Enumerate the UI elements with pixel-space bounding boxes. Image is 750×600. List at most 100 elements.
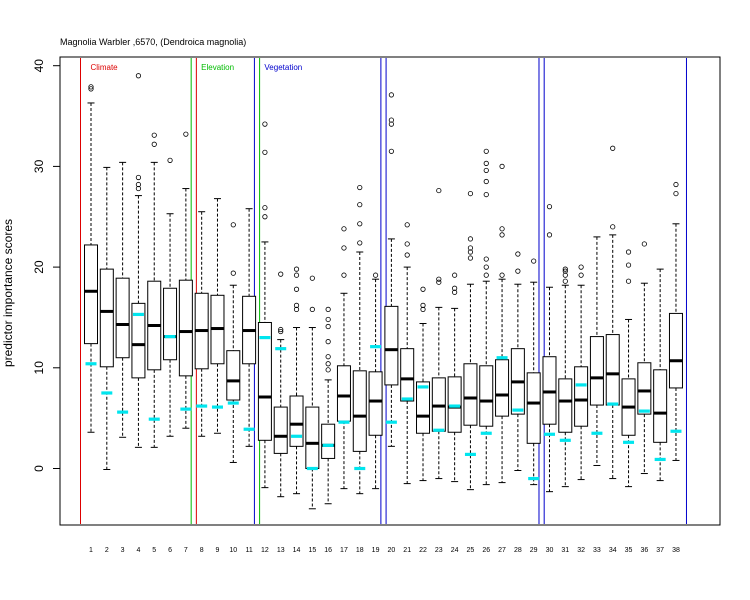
iqr-box	[226, 350, 241, 401]
outlier-point	[483, 191, 489, 198]
outlier-point	[230, 222, 236, 228]
outlier-point	[167, 157, 173, 163]
outlier-point	[546, 204, 553, 210]
group-label: Climate	[91, 63, 119, 72]
outlier-point	[420, 286, 426, 292]
outlier-point	[436, 187, 442, 194]
x-tick-label: 26	[482, 547, 490, 554]
x-tick-label: 1	[89, 547, 93, 554]
iqr-box	[178, 279, 193, 377]
iqr-box	[131, 302, 146, 379]
outlier-point	[262, 205, 268, 211]
box-32	[574, 264, 589, 481]
iqr-box	[84, 244, 98, 345]
y-tick-label: 20	[32, 260, 46, 274]
box-29	[526, 258, 541, 486]
outlier-point	[183, 131, 189, 137]
outlier-point	[88, 86, 94, 92]
box-4	[131, 73, 146, 448]
box-13	[273, 271, 288, 498]
outlier-point	[135, 181, 142, 188]
iqr-box	[400, 348, 415, 402]
box-1	[84, 84, 98, 433]
outlier-point	[452, 272, 458, 278]
x-tick-label: 13	[277, 547, 285, 554]
iqr-box	[637, 362, 652, 415]
iqr-box	[257, 321, 272, 441]
outlier-point	[151, 141, 157, 147]
x-tick-label: 24	[451, 547, 459, 554]
x-tick-label: 7	[184, 547, 188, 554]
y-tick-label: 30	[32, 159, 46, 173]
x-tick-label: 16	[324, 547, 332, 554]
outlier-point	[467, 236, 474, 242]
outlier-point	[325, 354, 331, 360]
x-tick-label: 10	[229, 547, 237, 554]
x-tick-label: 31	[561, 547, 569, 554]
x-tick-label: 33	[593, 547, 601, 554]
outlier-point	[357, 221, 363, 227]
predictor-group-separators: Climate Elevation Vegetation	[80, 58, 687, 524]
iqr-box	[368, 371, 383, 436]
outlier-point	[483, 160, 489, 166]
outlier-point	[309, 306, 315, 312]
iqr-box	[352, 370, 367, 452]
outlier-point	[467, 190, 474, 197]
iqr-box	[589, 336, 604, 406]
box-15	[305, 275, 320, 510]
iqr-box	[273, 406, 288, 454]
outlier-point	[325, 316, 331, 323]
y-axis-label: predictor importance scores	[1, 219, 15, 367]
x-tick-label: 23	[435, 547, 443, 554]
outlier-point	[341, 272, 347, 278]
box-31	[558, 266, 573, 488]
outlier-point	[135, 174, 142, 181]
outlier-point	[641, 241, 647, 247]
box-28	[510, 251, 525, 472]
outlier-point	[610, 224, 616, 230]
outlier-point	[467, 245, 474, 251]
outlier-point	[483, 272, 489, 278]
box-21	[400, 222, 415, 485]
y-tick-label: 0	[32, 465, 46, 472]
outlier-point	[531, 258, 537, 264]
outlier-point	[515, 268, 521, 274]
outlier-point	[357, 202, 363, 208]
outlier-point	[357, 240, 363, 246]
box-30	[542, 204, 557, 493]
outlier-point	[436, 279, 442, 285]
outlier-point	[325, 323, 331, 330]
iqr-box	[431, 377, 446, 432]
outlier-point	[388, 92, 394, 98]
outlier-point	[483, 264, 489, 270]
outlier-point	[483, 167, 489, 174]
x-tick-label: 8	[200, 547, 204, 554]
iqr-box	[574, 366, 589, 427]
outlier-point	[293, 286, 300, 292]
x-tick-label: 38	[672, 547, 680, 554]
box-17	[336, 226, 351, 490]
outlier-point	[404, 252, 410, 258]
x-tick-label: 14	[293, 547, 301, 554]
outlier-point	[436, 276, 442, 282]
iqr-box	[99, 268, 114, 368]
box-23	[431, 187, 446, 480]
outlier-point	[325, 367, 331, 373]
x-tick-label: 4	[136, 547, 140, 554]
outlier-point	[293, 266, 300, 272]
outlier-point	[278, 328, 284, 335]
x-tick-label: 19	[372, 547, 380, 554]
outlier-point	[278, 271, 284, 277]
y-tick-label: 10	[32, 361, 46, 375]
outlier-point	[293, 302, 300, 308]
outlier-point	[452, 285, 458, 291]
x-tick-label: 15	[308, 547, 316, 554]
box-38	[668, 181, 683, 461]
box-34	[605, 145, 620, 480]
box-25	[463, 190, 478, 491]
outlier-point	[499, 226, 505, 232]
box-3	[115, 161, 130, 438]
outlier-point	[499, 232, 505, 238]
outlier-point	[404, 222, 410, 228]
